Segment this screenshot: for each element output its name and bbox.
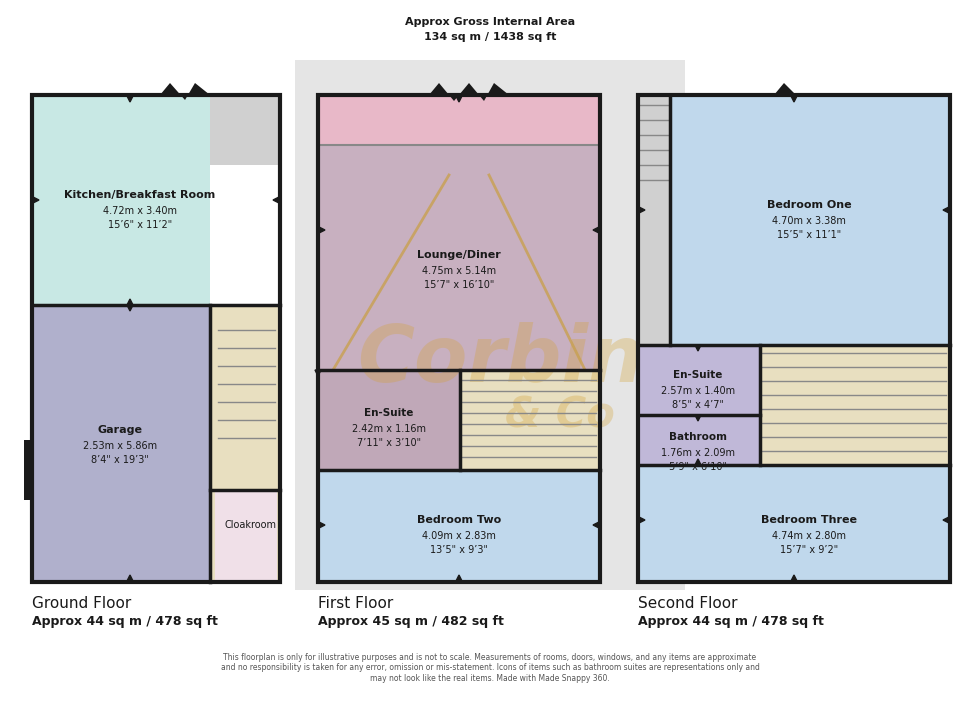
Text: Approx 44 sq m / 478 sq ft: Approx 44 sq m / 478 sq ft bbox=[32, 616, 218, 629]
Text: 15’7" x 9’2": 15’7" x 9’2" bbox=[780, 545, 838, 555]
Bar bbox=[638, 415, 760, 465]
Text: 5’9" x 6’10": 5’9" x 6’10" bbox=[669, 462, 727, 472]
Polygon shape bbox=[695, 415, 701, 421]
Polygon shape bbox=[593, 521, 600, 528]
Bar bbox=[318, 95, 600, 145]
Text: Bedroom Two: Bedroom Two bbox=[416, 515, 501, 525]
Text: 4.74m x 2.80m: 4.74m x 2.80m bbox=[772, 531, 846, 541]
Bar bbox=[318, 470, 600, 582]
Text: Lounge/Diner: Lounge/Diner bbox=[417, 250, 501, 260]
Text: 13’5" x 9’3": 13’5" x 9’3" bbox=[430, 545, 488, 555]
Polygon shape bbox=[160, 83, 210, 100]
Bar bbox=[638, 345, 760, 415]
Bar bbox=[318, 145, 600, 370]
Polygon shape bbox=[638, 516, 645, 523]
Polygon shape bbox=[318, 521, 325, 528]
Polygon shape bbox=[943, 206, 950, 213]
Polygon shape bbox=[456, 95, 463, 102]
Text: Bedroom Three: Bedroom Three bbox=[761, 515, 857, 525]
Bar bbox=[638, 95, 950, 345]
Text: En-Suite: En-Suite bbox=[365, 408, 414, 418]
Text: Cloakroom: Cloakroom bbox=[224, 520, 276, 530]
Text: 15’7" x 16’10": 15’7" x 16’10" bbox=[423, 280, 494, 290]
Polygon shape bbox=[593, 227, 600, 233]
Polygon shape bbox=[127, 305, 133, 311]
Bar bbox=[24, 440, 32, 500]
Text: 2.42m x 1.16m: 2.42m x 1.16m bbox=[352, 424, 426, 434]
Bar bbox=[32, 305, 210, 582]
Bar bbox=[32, 95, 210, 305]
Text: 4.70m x 3.38m: 4.70m x 3.38m bbox=[772, 216, 846, 226]
Text: 15’5" x 11’1": 15’5" x 11’1" bbox=[777, 230, 841, 240]
Text: Ground Floor: Ground Floor bbox=[32, 596, 131, 611]
Polygon shape bbox=[695, 345, 701, 351]
Text: 4.75m x 5.14m: 4.75m x 5.14m bbox=[422, 266, 496, 276]
Text: Second Floor: Second Floor bbox=[638, 596, 738, 611]
Polygon shape bbox=[791, 575, 798, 582]
Bar bbox=[215, 490, 277, 582]
Polygon shape bbox=[695, 459, 701, 465]
Bar bbox=[210, 95, 280, 165]
Text: Corbin: Corbin bbox=[357, 322, 643, 398]
Text: 15’6" x 11’2": 15’6" x 11’2" bbox=[108, 220, 172, 230]
Text: 1.76m x 2.09m: 1.76m x 2.09m bbox=[661, 448, 735, 458]
Text: 4.09m x 2.83m: 4.09m x 2.83m bbox=[422, 531, 496, 541]
Text: This floorplan is only for illustrative purposes and is not to scale. Measuremen: This floorplan is only for illustrative … bbox=[220, 653, 760, 683]
Bar bbox=[460, 370, 600, 470]
Text: Bathroom: Bathroom bbox=[669, 432, 727, 442]
Bar bbox=[638, 465, 950, 582]
Polygon shape bbox=[774, 83, 796, 95]
Text: Approx 45 sq m / 482 sq ft: Approx 45 sq m / 482 sq ft bbox=[318, 616, 504, 629]
Polygon shape bbox=[456, 575, 463, 582]
Text: Approx 44 sq m / 478 sq ft: Approx 44 sq m / 478 sq ft bbox=[638, 616, 824, 629]
Text: 8’4" x 19’3": 8’4" x 19’3" bbox=[91, 455, 149, 465]
Polygon shape bbox=[126, 95, 133, 102]
Bar bbox=[760, 345, 950, 465]
Text: 7’11" x 3’10": 7’11" x 3’10" bbox=[357, 438, 421, 448]
Polygon shape bbox=[318, 227, 325, 233]
Polygon shape bbox=[315, 370, 321, 376]
Text: 134 sq m / 1438 sq ft: 134 sq m / 1438 sq ft bbox=[423, 32, 557, 42]
Text: First Floor: First Floor bbox=[318, 596, 393, 611]
Text: 4.72m x 3.40m: 4.72m x 3.40m bbox=[103, 206, 177, 216]
Bar bbox=[295, 60, 685, 590]
Polygon shape bbox=[127, 299, 133, 305]
Polygon shape bbox=[126, 575, 133, 582]
Text: Kitchen/Breakfast Room: Kitchen/Breakfast Room bbox=[65, 190, 216, 200]
Polygon shape bbox=[638, 206, 645, 213]
Polygon shape bbox=[943, 516, 950, 523]
Text: 2.57m x 1.40m: 2.57m x 1.40m bbox=[661, 386, 735, 396]
Text: 8’5" x 4’7": 8’5" x 4’7" bbox=[672, 400, 724, 410]
Polygon shape bbox=[32, 196, 39, 203]
Text: Garage: Garage bbox=[97, 425, 142, 435]
Text: 2.53m x 5.86m: 2.53m x 5.86m bbox=[83, 441, 157, 451]
Polygon shape bbox=[273, 196, 280, 203]
Bar bbox=[638, 95, 950, 582]
Bar bbox=[638, 95, 670, 345]
Bar bbox=[210, 305, 280, 582]
Polygon shape bbox=[429, 83, 509, 101]
Bar bbox=[318, 95, 600, 582]
Text: & Co: & Co bbox=[505, 394, 614, 436]
Bar bbox=[318, 370, 460, 470]
Polygon shape bbox=[791, 95, 798, 102]
Text: Bedroom One: Bedroom One bbox=[766, 200, 852, 210]
Text: Approx Gross Internal Area: Approx Gross Internal Area bbox=[405, 17, 575, 27]
Text: En-Suite: En-Suite bbox=[673, 370, 722, 380]
